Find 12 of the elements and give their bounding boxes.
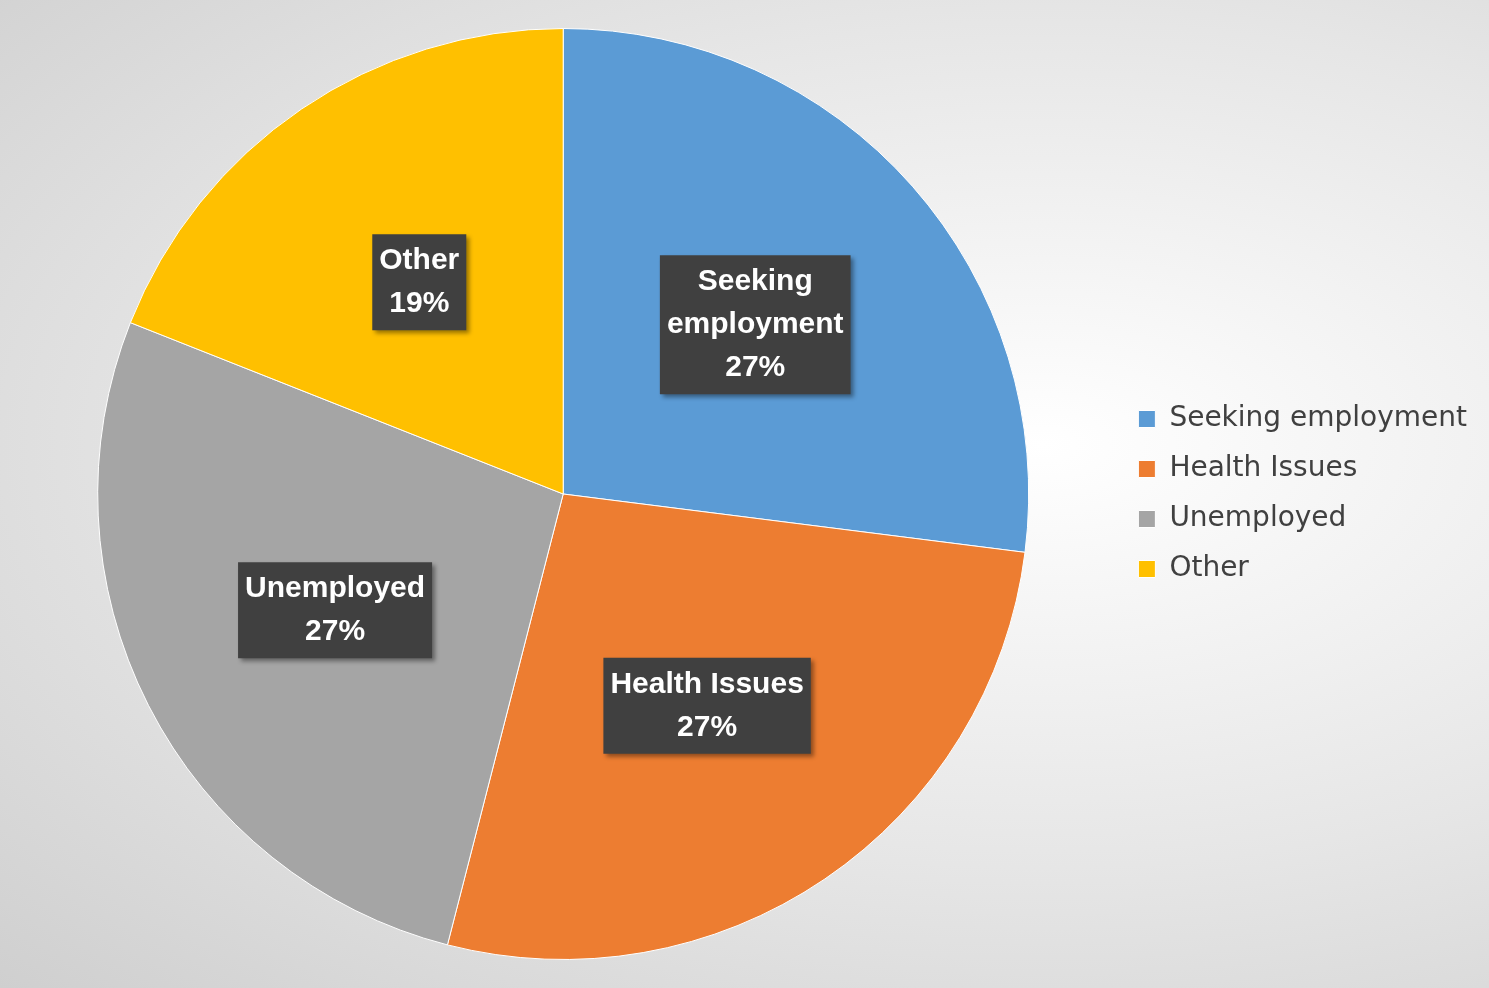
slice-label: Seeking employment xyxy=(666,262,844,339)
data-label: 19% xyxy=(389,285,450,319)
legend-label: Unemployed xyxy=(1169,500,1347,534)
data-label: 27% xyxy=(305,613,366,646)
data-label: 27% xyxy=(677,708,738,742)
slice-label: Other xyxy=(379,242,460,276)
slice-label: Health Issues xyxy=(610,665,804,699)
legend-label: Health Issues xyxy=(1169,450,1358,484)
legend-label: Other xyxy=(1169,550,1250,584)
legend-label: Seeking employment xyxy=(1169,400,1468,434)
slice-label: Unemployed xyxy=(245,570,426,603)
data-label: 27% xyxy=(725,348,786,382)
